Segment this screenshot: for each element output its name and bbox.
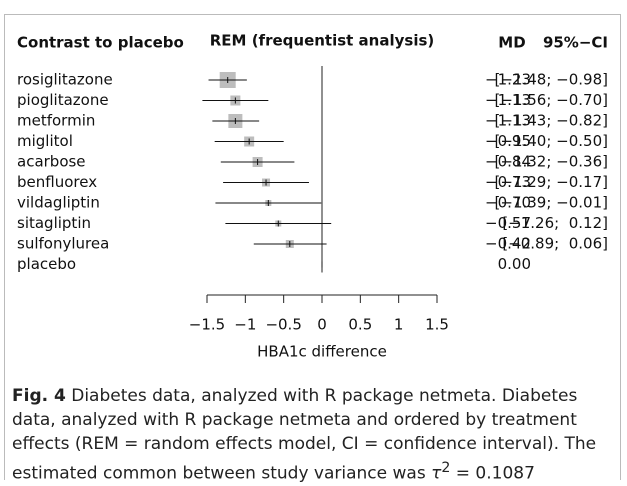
figure-frame (4, 14, 621, 480)
treatment-label: sitagliptin (17, 214, 91, 232)
header-ci: 95%−CI (543, 34, 608, 52)
ci-label: [−1.39; −0.01] (495, 194, 608, 212)
caption-label: Fig. 4 (12, 386, 66, 406)
treatment-label: acarbose (17, 153, 86, 171)
ci-label: [−1.29; −0.17] (495, 173, 608, 191)
treatment-label: sulfonylurea (17, 235, 109, 253)
tau-value: = 0.1087 (455, 463, 535, 484)
estimate-label: −0.73 (485, 173, 531, 191)
x-tick-label: 0.5 (348, 316, 372, 334)
caption-title: Diabetes data, analyzed with R package n… (71, 386, 497, 406)
estimate-label: −0.95 (485, 132, 531, 150)
ci-label: [−1.48; −0.98] (495, 71, 608, 89)
estimate-label: −0.57 (485, 214, 531, 232)
x-tick-label: 0 (317, 316, 327, 334)
chart: Contrast to placebo REM (frequentist ana… (17, 32, 608, 361)
estimate-label: −1.23 (485, 71, 531, 89)
header-estimate: MD (498, 34, 525, 52)
ci-label: [−1.43; −0.82] (495, 112, 608, 130)
estimate-label: 0.00 (498, 255, 531, 273)
x-tick-label: 1 (394, 316, 404, 334)
ci-label: [−1.26; 0.12] (502, 214, 608, 232)
estimate-label: −1.13 (485, 112, 531, 130)
estimate-label: −0.70 (485, 194, 531, 212)
caption: Fig. 4 Diabetes data, analyzed with R pa… (12, 384, 612, 486)
estimate-label: −1.13 (485, 91, 531, 109)
ci-label: [−1.56; −0.70] (495, 91, 608, 109)
estimate-label: −0.84 (485, 153, 531, 171)
treatment-label: rosiglitazone (17, 71, 113, 89)
treatment-label: placebo (17, 255, 76, 273)
x-tick-label: −1 (234, 316, 256, 334)
header-plot: REM (frequentist analysis) (210, 32, 435, 50)
caption-text: Diabetes data, analyzed with R package n… (12, 386, 597, 484)
tau-exponent: 2 (441, 460, 451, 476)
header-contrast: Contrast to placebo (17, 34, 184, 52)
treatment-label: metformin (17, 112, 95, 130)
treatment-label: pioglitazone (17, 91, 109, 109)
ci-label: [−1.32; −0.36] (495, 153, 608, 171)
estimate-label: −0.42 (485, 235, 531, 253)
treatment-label: vildagliptin (17, 194, 100, 212)
treatment-label: benfluorex (17, 173, 97, 191)
ci-label: [−1.40; −0.50] (495, 132, 608, 150)
x-tick-label: −0.5 (265, 316, 301, 334)
x-tick-label: −1.5 (189, 316, 225, 334)
x-axis-title: HBA1c difference (257, 343, 387, 361)
tau-symbol: τ (431, 463, 442, 484)
treatment-label: miglitol (17, 132, 73, 150)
ci-label: [−0.89; 0.06] (502, 235, 608, 253)
x-tick-label: 1.5 (425, 316, 449, 334)
